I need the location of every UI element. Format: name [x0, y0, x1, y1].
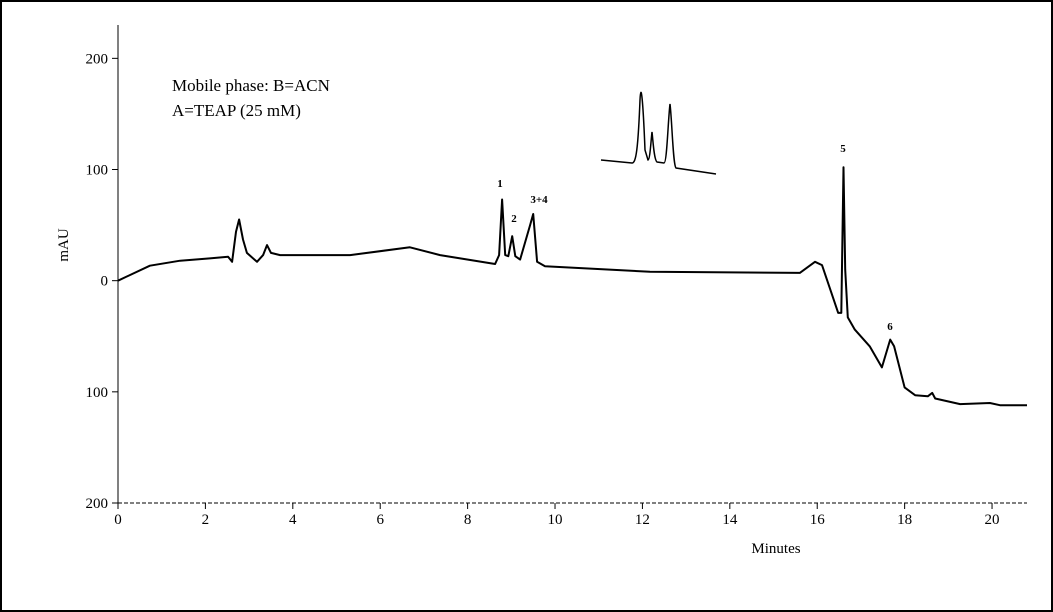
x-tick-label: 12 [635, 512, 650, 528]
x-tick-label: 8 [464, 512, 472, 528]
x-tick-label: 0 [114, 512, 122, 528]
x-tick-label: 16 [810, 512, 826, 528]
inset-trace [600, 91, 717, 175]
x-tick-label: 4 [289, 512, 297, 528]
peak-label: 1 [497, 178, 503, 190]
x-tick-label: 20 [985, 512, 1000, 528]
peak-label: 3+4 [530, 194, 548, 206]
y-tick-label: 100 [86, 385, 109, 401]
x-tick-label: 14 [722, 512, 738, 528]
peak-label: 2 [511, 213, 517, 225]
x-axis-label: Minutes [751, 541, 800, 557]
peak-label: 6 [887, 321, 893, 333]
y-tick-label: 0 [101, 274, 109, 290]
y-tick-label: 200 [86, 51, 109, 67]
x-tick-label: 18 [897, 512, 912, 528]
x-tick-label: 10 [548, 512, 563, 528]
y-axis-label: mAU [56, 228, 72, 262]
x-tick-label: 6 [376, 512, 384, 528]
x-tick-label: 2 [202, 512, 210, 528]
y-tick-label: 100 [86, 163, 109, 179]
y-tick-label: 200 [86, 496, 109, 512]
annotation: A=TEAP (25 mM) [172, 101, 301, 120]
annotation: Mobile phase: B=ACN [172, 76, 330, 95]
chromatogram-trace [117, 166, 1027, 407]
peak-label: 5 [840, 143, 846, 155]
